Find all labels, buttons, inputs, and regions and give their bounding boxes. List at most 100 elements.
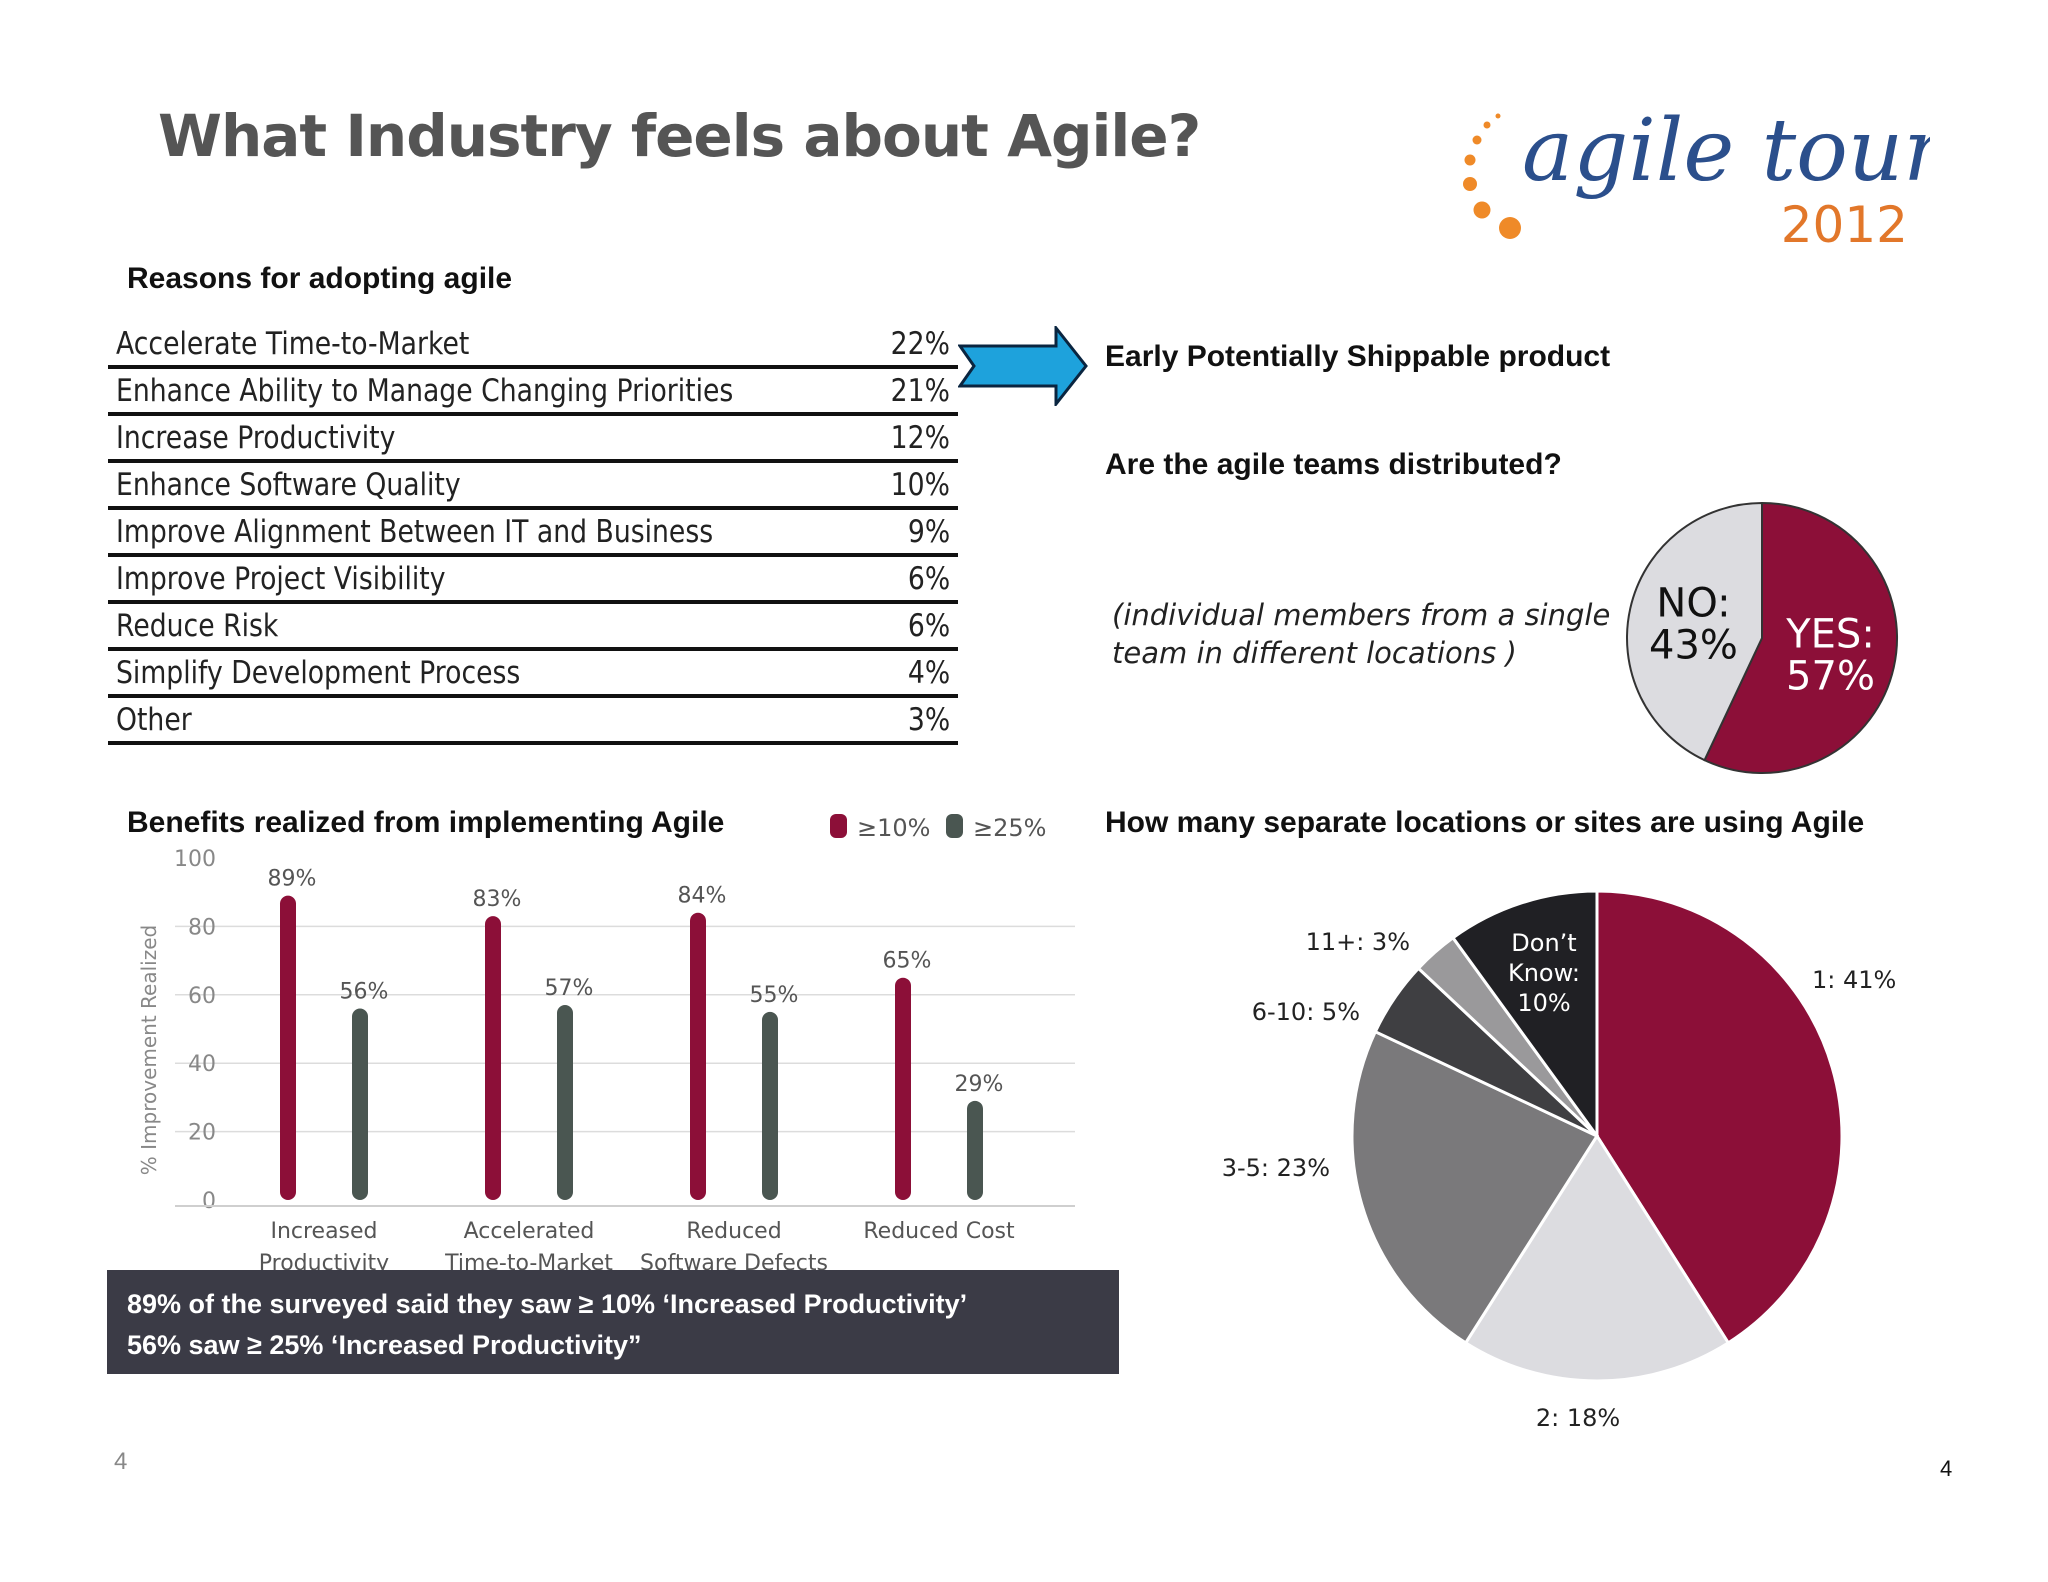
y-axis-label: % Improvement Realized [137, 925, 161, 1175]
benefits-bar-chart: ≥10% ≥25% % Improvement Realized 0 20 40 60 80 1… [137, 814, 1075, 1276]
locations-pie-chart: 1: 41% 2: 18% 3-5: 23% 6-10: 5% 11+: 3% Don’t… [1222, 889, 1896, 1432]
agile-tour-logo: agile tour 2012 [1463, 101, 1930, 254]
bar [557, 1005, 573, 1200]
reason-label: Enhance Software Quality [116, 467, 461, 503]
reason-label: Reduce Risk [116, 608, 279, 644]
logo-word: agile tour [1522, 101, 1930, 201]
logo-dot [1499, 217, 1521, 239]
caption-box: 89% of the surveyed said they saw ≥ 10% … [107, 1270, 1119, 1374]
legend-swatch [946, 814, 963, 838]
reason-value: 12% [890, 420, 950, 456]
bar [967, 1100, 983, 1200]
bar-value-label: 65% [883, 949, 932, 974]
reason-value: 9% [907, 514, 950, 550]
reason-label: Increase Productivity [116, 420, 396, 456]
locations-heading: How many separate locations or sites are… [1105, 806, 1865, 839]
y-tick-label: 80 [188, 915, 216, 940]
logo-dot [1472, 135, 1482, 145]
x-category-label: Reduced [686, 1219, 781, 1244]
y-tick-label: 20 [188, 1121, 216, 1146]
caption-line: 56% saw ≥ 25% ‘Increased Productivity” [127, 1330, 642, 1360]
bar [280, 895, 296, 1200]
reason-row: Simplify Development Process 4% [108, 651, 958, 698]
reason-value: 6% [907, 608, 950, 644]
pie-slice-label: NO: [1656, 581, 1730, 627]
page-number-right: 4 [1940, 1456, 1953, 1481]
reason-value: 22% [890, 326, 950, 362]
pie-slice-label: 2: 18% [1536, 1404, 1620, 1432]
reason-label: Enhance Ability to Manage Changing Prior… [116, 373, 734, 409]
page-title: What Industry feels about Agile? [158, 102, 1201, 170]
reasons-table: Accelerate Time-to-Market 22% Enhance Abil… [108, 322, 958, 745]
logo-year: 2012 [1781, 196, 1908, 254]
y-tick-label: 0 [202, 1189, 216, 1214]
bar [485, 916, 501, 1200]
reason-label: Simplify Development Process [116, 655, 521, 691]
pie-slice [1350, 1029, 1600, 1345]
reason-label: Improve Project Visibility [116, 561, 446, 597]
logo-dot [1463, 177, 1477, 191]
bar [352, 1008, 368, 1200]
x-category-label: Increased [270, 1219, 377, 1244]
x-category-label: Reduced Cost [863, 1219, 1015, 1244]
pie-slice [1450, 889, 1599, 1141]
reason-row: Improve Project Visibility 6% [108, 557, 958, 604]
right-arrow-icon [958, 326, 1088, 406]
logo-dot [1473, 201, 1491, 219]
pie-slice-value: 43% [1649, 623, 1738, 669]
logo-dot [1495, 113, 1501, 119]
reason-row: Accelerate Time-to-Market 22% [108, 322, 958, 369]
pie-slice-label: Know: [1508, 959, 1580, 987]
reason-row: Other 3% [108, 698, 958, 745]
reason-row: Increase Productivity 12% [108, 416, 958, 463]
distributed-note: (individual members from a single team i… [1112, 596, 1610, 672]
reason-row: Reduce Risk 6% [108, 604, 958, 651]
reason-value: 3% [907, 702, 950, 738]
pie-slice [1463, 1133, 1731, 1383]
pie-slice-label: 10% [1517, 989, 1570, 1017]
bar-value-label: 55% [750, 983, 799, 1008]
caption-line: 89% of the surveyed said they saw ≥ 10% … [127, 1289, 968, 1319]
reason-label: Improve Alignment Between IT and Busines… [116, 514, 714, 550]
reason-row: Enhance Ability to Manage Changing Prior… [108, 369, 958, 416]
reason-row: Enhance Software Quality 10% [108, 463, 958, 510]
x-category-label: Accelerated [464, 1219, 595, 1244]
reason-value: 6% [907, 561, 950, 597]
bar [762, 1011, 778, 1200]
reason-row: Improve Alignment Between IT and Busines… [108, 510, 958, 557]
logo-dot [1483, 121, 1491, 129]
reason-value: 4% [907, 655, 950, 691]
pie-slice-label: 11+: 3% [1306, 928, 1410, 956]
reason-label: Accelerate Time-to-Market [116, 326, 470, 362]
legend-swatch [830, 814, 847, 838]
benefits-heading: Benefits realized from implementing Agil… [127, 806, 725, 839]
logo-dot [1464, 154, 1476, 166]
bar-value-label: 29% [955, 1072, 1004, 1097]
bar [895, 977, 911, 1200]
distributed-pie-chart: YES:57% NO:43% [1626, 501, 1898, 774]
y-tick-label: 60 [188, 984, 216, 1009]
y-tick-label: 100 [174, 847, 216, 872]
reason-label: Other [116, 702, 192, 738]
pie-slice-label: 1: 41% [1812, 966, 1896, 994]
y-tick-label: 40 [188, 1052, 216, 1077]
bar-value-label: 84% [678, 884, 727, 909]
bar-value-label: 89% [268, 867, 317, 892]
bar-value-label: 57% [545, 976, 594, 1001]
reason-value: 21% [890, 373, 950, 409]
legend-label: ≥10% [857, 814, 930, 842]
page-number-left: 4 [114, 1448, 128, 1475]
shippable-callout: Early Potentially Shippable product [1105, 340, 1611, 373]
pie-slice [1626, 501, 1763, 762]
legend-label: ≥25% [973, 814, 1046, 842]
distributed-note-line: (individual members from a single [1112, 598, 1611, 632]
bar-value-label: 56% [340, 979, 389, 1004]
pie-slice-label: 3-5: 23% [1222, 1154, 1330, 1182]
pie-slice-label: 6-10: 5% [1252, 998, 1360, 1026]
pie-slice [1703, 501, 1898, 774]
reason-value: 10% [890, 467, 950, 503]
distributed-heading: Are the agile teams distributed? [1105, 448, 1562, 481]
bar-value-label: 83% [473, 887, 522, 912]
pie-slice-label: YES: [1785, 611, 1875, 657]
reasons-heading: Reasons for adopting agile [127, 262, 513, 295]
